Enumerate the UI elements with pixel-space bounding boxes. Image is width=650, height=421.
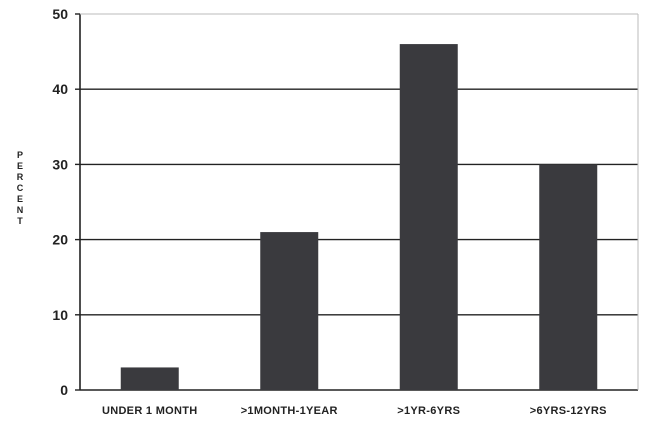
y-tick-labels: 0 10 20 30 40 50 (52, 6, 80, 398)
y-axis-label-char: T (17, 216, 23, 226)
y-axis-label-char: R (17, 172, 24, 182)
y-tick-label: 50 (52, 6, 68, 22)
y-axis-label-char: P (17, 150, 23, 160)
bars (120, 44, 598, 391)
y-axis-label-char: N (17, 205, 24, 215)
y-tick-label: 10 (52, 307, 68, 323)
y-axis-label-char: E (17, 161, 23, 171)
x-tick-labels: UNDER 1 MONTH >1MONTH-1YEAR >1YR-6YRS >6YRS… (102, 405, 607, 417)
y-tick-label: 40 (52, 81, 68, 97)
bar (539, 164, 598, 390)
x-category-label: >1MONTH-1YEAR (241, 405, 338, 417)
x-category-label: UNDER 1 MONTH (102, 405, 198, 417)
y-axis-label-char: C (17, 183, 24, 193)
bar (399, 44, 458, 391)
y-axis-label-char: E (17, 194, 23, 204)
y-tick-label: 0 (60, 382, 68, 398)
y-tick-label: 30 (52, 156, 68, 172)
x-category-label: >1YR-6YRS (397, 405, 460, 417)
bar (260, 232, 319, 390)
bar (120, 367, 179, 390)
y-tick-label: 20 (52, 232, 68, 248)
x-category-label: >6YRS-12YRS (530, 405, 607, 417)
